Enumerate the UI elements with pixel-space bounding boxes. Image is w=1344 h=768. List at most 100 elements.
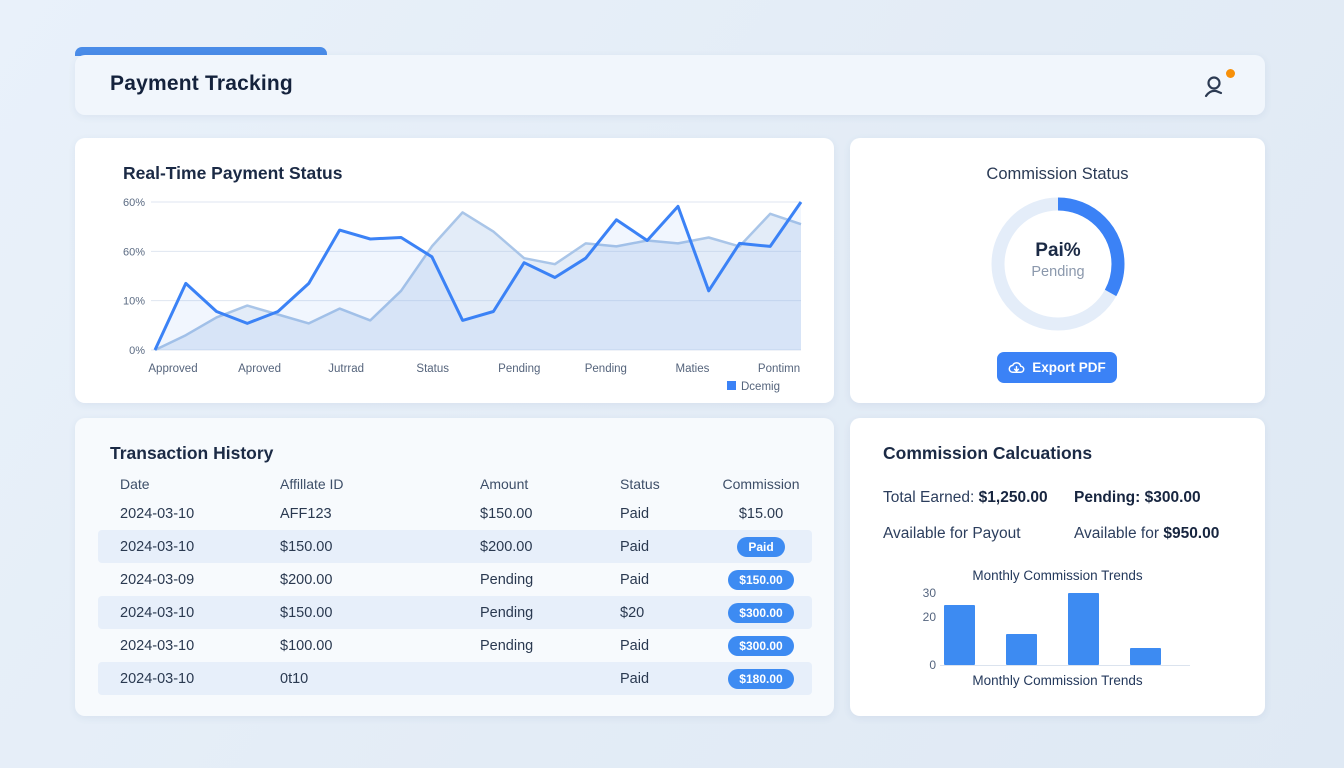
total-earned: Total Earned: $1,250.00 (883, 489, 1048, 507)
bar (1068, 593, 1099, 665)
payment-status-card: Real-Time Payment Status 60% 60% 10% 0% Appr… (75, 138, 834, 403)
notification-dot (1226, 69, 1235, 78)
line-chart-title: Real-Time Payment Status (123, 163, 343, 183)
total-earned-label: Total Earned: (883, 489, 975, 506)
user-icon (1204, 76, 1223, 98)
svg-text:Dcemig: Dcemig (741, 381, 780, 393)
svg-text:Approved: Approved (148, 363, 197, 375)
pending-label: Pending: (1074, 489, 1141, 506)
col-affiliate: Affillate ID (280, 475, 344, 492)
table-row: 2024-03-10 $100.00 Pending Paid $300.00 (98, 629, 812, 662)
cell-status: Paid (620, 670, 650, 687)
cell-date: 2024-03-10 (120, 670, 195, 687)
transactions-table: Date Affillate ID Amount Status Commissi… (98, 470, 812, 695)
cell-affiliate: $150.00 (280, 538, 333, 555)
bar-chart-tick: 20 (922, 610, 936, 624)
bar-chart-y-axis: 30 20 0 (910, 586, 940, 672)
svg-text:0%: 0% (129, 345, 145, 357)
col-commission: Commission (722, 475, 800, 492)
pending-amount: Pending: $300.00 (1074, 489, 1201, 507)
cell-status: Paid (620, 637, 650, 654)
cell-date: 2024-03-10 (120, 505, 195, 522)
table-body: 2024-03-10 AFF123 $150.00 Paid $15.00 2024-03… (98, 497, 812, 695)
commission-status-card: Commission Status Pai% Pending Export PD… (850, 138, 1265, 403)
cell-amount: $200.00 (480, 538, 533, 555)
cell-affiliate: $150.00 (280, 604, 333, 621)
active-tab-indicator (75, 47, 327, 56)
svg-text:60%: 60% (123, 197, 145, 209)
col-date: Date (120, 475, 150, 492)
svg-text:Jutrrad: Jutrrad (328, 363, 364, 375)
bar-chart-tick: 0 (929, 658, 936, 672)
donut-sublabel: Pending (1031, 264, 1085, 280)
commission-calculations-card: Commission Calcuations Total Earned: $1,… (850, 418, 1265, 716)
cell-affiliate: $200.00 (280, 571, 333, 588)
cell-commission: $300.00 (710, 635, 812, 656)
svg-text:Pontimn: Pontimn (758, 363, 800, 375)
export-pdf-label: Export PDF (1032, 360, 1106, 375)
table-row: 2024-03-09 $200.00 Pending Paid $150.00 (98, 563, 812, 596)
table-row: 2024-03-10 $150.00 $200.00 Paid Paid (98, 530, 812, 563)
export-pdf-button[interactable]: Export PDF (997, 352, 1117, 383)
svg-text:Pending: Pending (498, 363, 540, 375)
commission-badge: $150.00 (728, 569, 794, 590)
bar (944, 605, 975, 665)
transactions-title: Transaction History (110, 443, 274, 463)
bar (1006, 634, 1037, 665)
bar-chart-tick: 30 (922, 586, 936, 600)
cell-status: Paid (620, 505, 650, 522)
table-row: 2024-03-10 0t10 Paid $180.00 (98, 662, 812, 695)
available-value: $950.00 (1163, 525, 1220, 542)
cell-status: Paid (620, 571, 650, 588)
cell-commission: $15.00 (738, 505, 784, 522)
cell-affiliate: $100.00 (280, 637, 333, 654)
donut-center-text: Pai% Pending (990, 240, 1126, 280)
cell-amount: Pending (480, 571, 534, 588)
cell-amount: Pending (480, 637, 534, 654)
svg-text:Pending: Pending (585, 363, 627, 375)
available-payout-label: Available for Payout (883, 525, 1021, 542)
bar-chart-title: Monthly Commission Trends (972, 568, 1143, 583)
cell-commission: $300.00 (710, 602, 812, 623)
svg-text:Maties: Maties (675, 363, 709, 375)
user-account-button[interactable] (1197, 69, 1235, 105)
svg-text:Status: Status (416, 363, 449, 375)
commission-badge: $180.00 (728, 668, 794, 689)
bar-chart-baseline (940, 665, 1190, 666)
table-header-row: Date Affillate ID Amount Status Commissi… (98, 470, 812, 497)
bar (1130, 648, 1161, 665)
svg-text:60%: 60% (123, 246, 145, 258)
monthly-commission-bar-chart (944, 593, 1184, 665)
commission-donut-chart: Pai% Pending (990, 196, 1126, 332)
donut-ring (991, 197, 1125, 331)
cell-affiliate: 0t10 (280, 670, 309, 687)
col-status: Status (620, 475, 660, 492)
cell-commission: Paid (710, 536, 812, 557)
table-row: 2024-03-10 $150.00 Pending $20 $300.00 (98, 596, 812, 629)
cell-amount: Pending (480, 604, 534, 621)
available-amount: Available for $950.00 (1074, 525, 1219, 543)
commission-badge: $300.00 (728, 602, 794, 623)
cell-date: 2024-03-10 (120, 538, 195, 555)
pending-value: $300.00 (1144, 489, 1201, 506)
cell-date: 2024-03-10 (120, 604, 195, 621)
header-bar: Payment Tracking (75, 55, 1265, 115)
cloud-download-icon (1008, 361, 1025, 373)
available-for-label: Available for (1074, 525, 1160, 542)
donut-value: Pai% (1035, 240, 1081, 261)
col-amount: Amount (480, 475, 529, 492)
calculations-title: Commission Calcuations (883, 443, 1093, 463)
svg-text:10%: 10% (123, 296, 145, 308)
page-title: Payment Tracking (110, 72, 293, 95)
cell-date: 2024-03-09 (120, 571, 195, 588)
commission-badge: $300.00 (728, 635, 794, 656)
transaction-history-card: Transaction History Date Affillate ID Am… (75, 418, 834, 716)
donut-chart-title: Commission Status (986, 165, 1129, 183)
total-earned-value: $1,250.00 (978, 489, 1048, 506)
cell-amount: $150.00 (480, 505, 533, 522)
payment-status-line-chart: 60% 60% 10% 0%Approved Aproved Jutrrad Status P… (123, 197, 803, 393)
svg-text:Aproved: Aproved (238, 363, 281, 375)
table-row: 2024-03-10 AFF123 $150.00 Paid $15.00 (98, 497, 812, 530)
commission-badge: Paid (737, 536, 785, 557)
